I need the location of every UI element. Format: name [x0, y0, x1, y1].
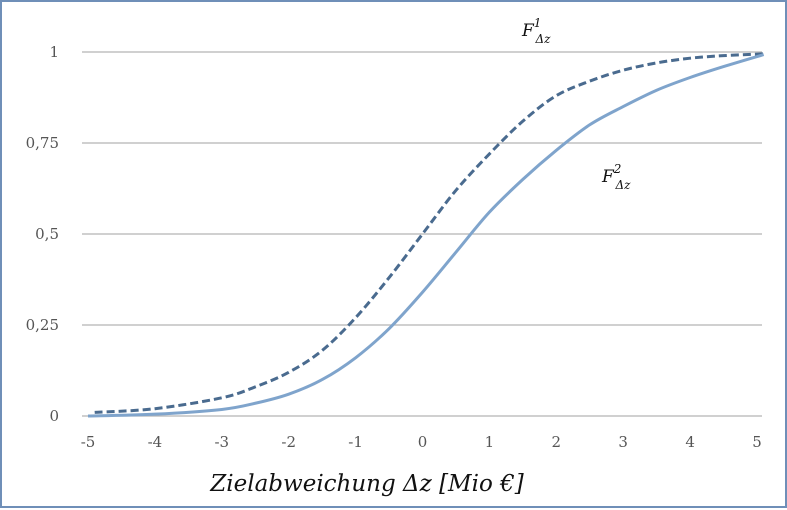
series-line-f2 — [87, 53, 765, 418]
y-tick-label: 0,75 — [26, 134, 59, 152]
y-tick-labels: 0 0,25 0,5 0,75 1 — [26, 43, 59, 425]
f2-sup: 2 — [613, 162, 622, 176]
series-lines — [87, 52, 765, 418]
x-tick-label: 0 — [418, 433, 428, 451]
x-tick-label: -2 — [281, 433, 296, 451]
series-line-f1 — [94, 52, 764, 414]
x-tick-label: 2 — [552, 433, 562, 451]
x-tick-labels: -5 -4 -3 -2 -1 0 1 2 3 4 5 — [81, 433, 762, 451]
f1-sup: 1 — [534, 16, 542, 30]
y-tick-label: 0,25 — [26, 316, 59, 334]
x-tick-label: -1 — [348, 433, 363, 451]
f2-sub: Δz — [614, 178, 631, 192]
x-tick-label: 4 — [685, 433, 695, 451]
series-label-f2: F2 Δz — [601, 162, 631, 192]
x-tick-label: -4 — [148, 433, 163, 451]
x-tick-label: -5 — [81, 433, 96, 451]
y-tick-label: 0,5 — [35, 225, 59, 243]
f1-sub: Δz — [534, 32, 551, 46]
x-tick-label: 1 — [485, 433, 495, 451]
x-tick-label: -3 — [214, 433, 229, 451]
y-tick-label: 1 — [49, 43, 59, 61]
y-tick-label: 0 — [49, 407, 59, 425]
f1-main: F — [521, 21, 535, 41]
series-label-f1: F1 Δz — [521, 16, 551, 46]
x-axis-label: Zielabweichung Δz [Mio €] — [209, 471, 523, 497]
f2-main: F — [601, 167, 615, 187]
gridlines — [82, 51, 762, 417]
x-tick-label: 3 — [618, 433, 628, 451]
x-tick-label: 5 — [752, 433, 762, 451]
